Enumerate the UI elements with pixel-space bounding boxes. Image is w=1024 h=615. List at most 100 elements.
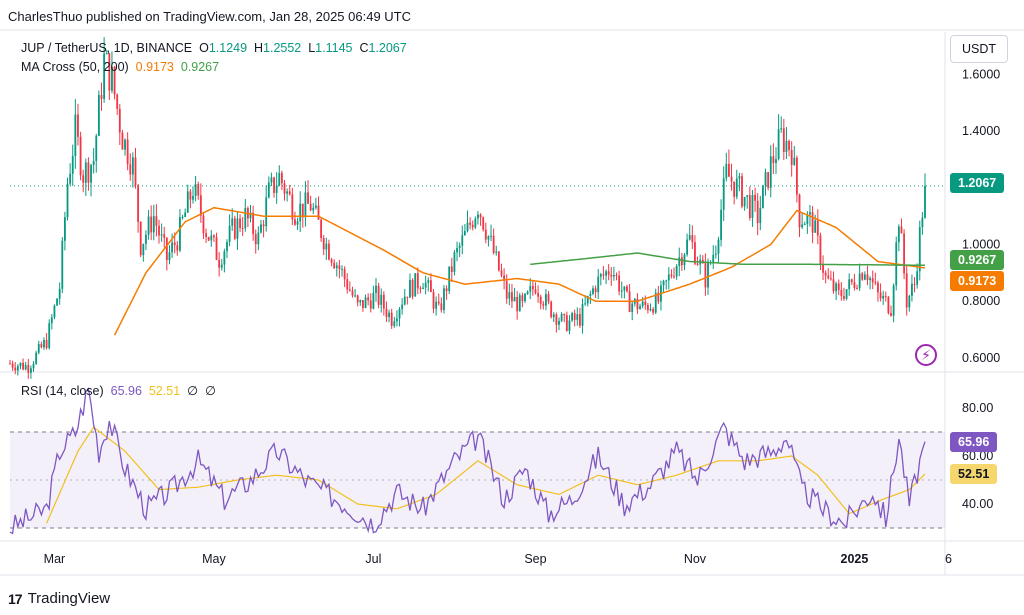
candle-body — [199, 195, 202, 216]
candle-body — [160, 234, 163, 236]
candle-body — [884, 295, 887, 297]
candle-body — [793, 157, 796, 165]
candle-body — [560, 314, 563, 321]
candle-body — [576, 314, 579, 320]
candle-body — [322, 238, 325, 250]
candle-body — [495, 251, 498, 253]
candle-body — [571, 313, 573, 321]
candle-body — [218, 259, 221, 268]
rsi-tick-label: 80.00 — [962, 401, 993, 415]
candle-body — [111, 66, 113, 91]
candle-body — [508, 292, 511, 299]
candle-body — [869, 278, 872, 281]
tradingview-logo-icon: 17 — [8, 590, 23, 607]
candle-body — [364, 297, 367, 308]
candle-body — [299, 203, 302, 222]
candle-body — [108, 53, 111, 91]
candle-body — [850, 279, 853, 283]
candle-body — [343, 268, 346, 280]
candle-body — [453, 252, 456, 272]
candle-body — [751, 194, 754, 218]
candle-body — [286, 191, 289, 194]
candle-body — [294, 219, 296, 225]
open-value: 1.1249 — [208, 41, 248, 55]
candle-body — [288, 191, 291, 195]
candle-body — [631, 303, 634, 312]
candle-body — [97, 95, 100, 136]
symbol-label[interactable]: JUP / TetherUS, 1D, BINANCE — [21, 41, 193, 55]
candle-body — [403, 296, 406, 305]
candle-body — [824, 272, 827, 276]
candle-body — [469, 222, 472, 225]
candle-body — [137, 185, 140, 222]
candle-body — [226, 241, 228, 252]
candle-body — [131, 157, 134, 175]
candle-body — [11, 363, 14, 368]
candle-body — [223, 251, 226, 265]
candle-body — [448, 266, 451, 292]
candle-body — [312, 207, 315, 211]
candle-body — [806, 214, 809, 225]
candle-body — [53, 305, 56, 318]
candle-body — [903, 233, 906, 274]
candle-body — [657, 292, 660, 302]
candle-body — [594, 288, 597, 293]
candle-body — [95, 135, 98, 161]
candle-body — [772, 156, 775, 164]
candle-body — [100, 95, 103, 99]
candle-body — [835, 283, 838, 292]
candle-body — [173, 242, 176, 246]
candle-body — [184, 212, 187, 217]
currency-button[interactable]: USDT — [950, 35, 1008, 63]
candle-body — [71, 156, 74, 174]
candle-body — [14, 367, 17, 371]
candle-body — [829, 278, 832, 280]
candle-body — [437, 301, 440, 304]
candle-body — [280, 172, 283, 184]
candle-body — [516, 296, 519, 312]
candle-body — [416, 273, 419, 289]
candle-body — [803, 224, 806, 226]
candle-body — [754, 194, 756, 201]
candle-body — [921, 217, 924, 228]
rsi-ma-value: 52.51 — [148, 384, 181, 398]
close-value: 1.2067 — [368, 41, 407, 55]
candle-body — [406, 296, 409, 298]
low-label: L — [308, 41, 316, 55]
candle-body — [210, 235, 213, 241]
candle-body — [155, 216, 158, 226]
candle-body — [116, 94, 119, 109]
candle-body — [58, 288, 61, 299]
ma-legend[interactable]: MA Cross (50, 200) 0.9173 0.9267 — [21, 60, 219, 74]
candle-body — [759, 208, 762, 224]
candle-body — [124, 139, 126, 150]
candle-body — [348, 289, 351, 291]
candle-body — [466, 222, 469, 232]
candle-body — [325, 243, 328, 250]
candle-body — [351, 290, 354, 296]
flash-icon[interactable]: ⚡ — [915, 344, 937, 366]
candle-body — [610, 274, 613, 277]
candle-body — [367, 297, 370, 301]
candle-body — [69, 173, 72, 184]
candle-body — [874, 282, 877, 284]
footer-brand[interactable]: 17 TradingView — [8, 590, 110, 607]
candle-body — [612, 275, 615, 277]
candle-body — [892, 285, 895, 316]
candle-body — [641, 301, 644, 307]
rsi-legend[interactable]: RSI (14, close) 65.96 52.51 ∅ ∅ — [21, 383, 216, 398]
candle-body — [296, 221, 299, 225]
price-tick-label: 0.6000 — [962, 351, 1000, 365]
candle-body — [832, 279, 835, 292]
main-legend: JUP / TetherUS, 1D, BINANCE O1.1249 H1.2… — [21, 41, 407, 55]
candle-body — [524, 293, 526, 302]
candle-body — [720, 209, 723, 240]
candle-body — [843, 296, 845, 299]
candle-body — [777, 129, 780, 160]
candle-body — [19, 362, 22, 367]
candle-body — [636, 298, 639, 310]
candle-body — [746, 195, 749, 197]
candle-body — [152, 216, 155, 233]
candle-body — [500, 270, 503, 276]
